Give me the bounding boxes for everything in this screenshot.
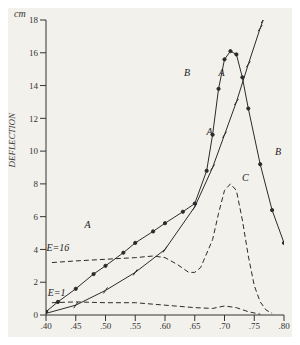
svg-text:.60: .60: [159, 321, 171, 331]
html-text:cm: cm: [14, 8, 26, 19]
svg-text:E=16: E=16: [45, 242, 69, 253]
svg-text:14: 14: [29, 81, 39, 91]
svg-text:A: A: [84, 219, 92, 230]
svg-text:4: 4: [34, 245, 39, 255]
svg-text:.45: .45: [70, 321, 82, 331]
svg-text:.40: .40: [40, 321, 52, 331]
svg-text:.75: .75: [249, 321, 261, 331]
svg-text:12: 12: [29, 114, 38, 124]
svg-text:.55: .55: [130, 321, 142, 331]
svg-text:.80: .80: [278, 321, 290, 331]
svg-text:18: 18: [29, 15, 39, 25]
svg-text:0: 0: [34, 310, 39, 320]
svg-text:10: 10: [29, 146, 39, 156]
svg-text:8: 8: [34, 179, 39, 189]
svg-text:.50: .50: [100, 321, 112, 331]
svg-text:B: B: [275, 146, 281, 157]
svg-text:DEFLECTION: DEFLECTION: [8, 112, 17, 169]
svg-text:A: A: [217, 67, 225, 78]
svg-text:6: 6: [34, 212, 39, 222]
svg-text:C: C: [242, 172, 249, 183]
svg-text:B: B: [184, 67, 190, 78]
svg-text:16: 16: [29, 48, 39, 58]
svg-text:2: 2: [34, 277, 39, 287]
svg-text:E=1: E=1: [47, 287, 66, 298]
svg-text:A: A: [206, 126, 214, 137]
svg-text:.65: .65: [189, 321, 201, 331]
svg-text:.70: .70: [219, 321, 231, 331]
